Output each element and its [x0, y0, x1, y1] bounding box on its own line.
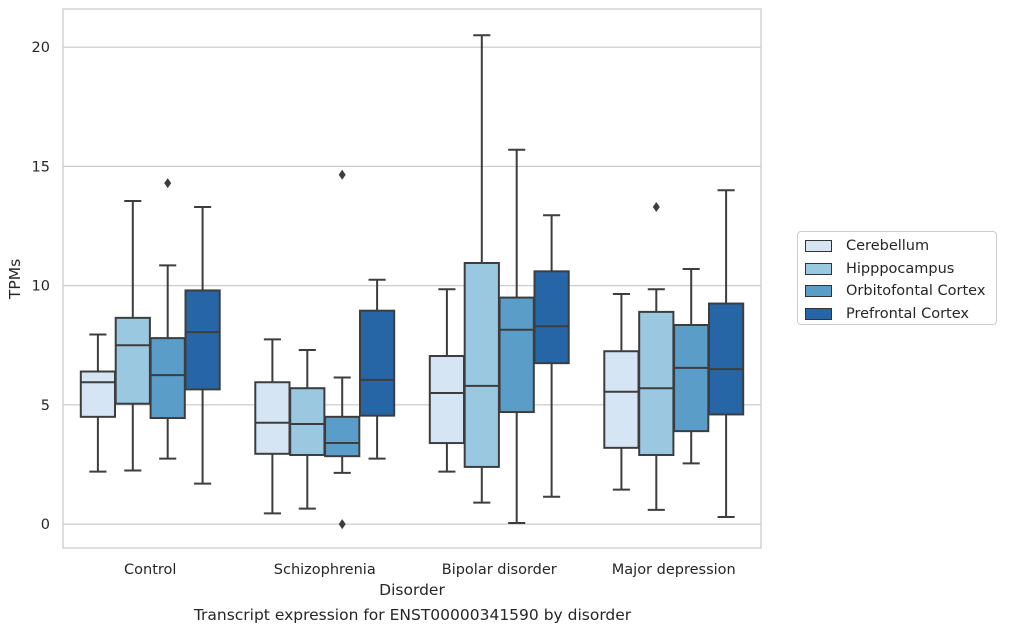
iqr-box [673, 324, 710, 433]
iqr-box [428, 355, 466, 445]
x-tick-label: Control [124, 562, 176, 578]
box-hipppocampus [114, 199, 151, 472]
box-hipppocampus [289, 349, 326, 510]
y-tick-label: 0 [41, 517, 50, 533]
outlier-point [338, 519, 346, 530]
x-tick-label: Bipolar disorder [442, 562, 557, 578]
iqr-box [324, 415, 361, 458]
outlier-point [652, 201, 660, 212]
y-tick-label: 5 [41, 398, 50, 414]
box-cerebellum [603, 293, 640, 491]
x-tick-label: Major depression [612, 562, 736, 578]
legend-swatch [805, 262, 832, 275]
legend-swatch [805, 308, 832, 321]
boxes-layer [79, 34, 745, 530]
legend-swatch [805, 285, 832, 298]
box-hipppocampus [638, 288, 675, 511]
iqr-box [184, 289, 221, 391]
iqr-box [498, 296, 535, 414]
box-prefrontal-cortex [358, 278, 396, 460]
box-orbitofontal-cortex [498, 148, 535, 524]
box-cerebellum [79, 333, 117, 473]
legend-item: Cerebellum [805, 235, 996, 258]
x-axis-label: Disorder [379, 581, 445, 599]
legend-label: Hipppocampus [846, 260, 955, 277]
box-prefrontal-cortex [533, 214, 570, 498]
outlier-point [338, 169, 346, 180]
y-tick-label: 15 [32, 159, 50, 175]
box-cerebellum [254, 338, 291, 515]
iqr-box [254, 381, 291, 455]
iqr-box [289, 387, 326, 456]
y-axis-label: TPMs [6, 259, 24, 300]
box-orbitofontal-cortex [149, 178, 186, 460]
y-tick-labels: 0 5 10 15 20 [32, 40, 50, 533]
x-tick-labels: Control Schizophrenia Bipolar disorder Majo… [124, 562, 736, 578]
box-prefrontal-cortex [184, 205, 221, 485]
legend-item: Hipppocampus [805, 258, 996, 281]
legend-item: Prefrontal Cortex [805, 303, 996, 326]
legend: Cerebellum Hipppocampus Orbitofontal Corte… [797, 231, 997, 325]
box-cerebellum [428, 288, 466, 473]
box-hipppocampus [463, 34, 500, 504]
outlier-point [164, 178, 172, 189]
iqr-box [358, 309, 396, 417]
iqr-box [114, 316, 151, 405]
legend-item: Orbitofontal Cortex [805, 280, 996, 303]
y-tick-label: 10 [32, 279, 50, 295]
legend-label: Cerebellum [846, 238, 930, 255]
legend-label: Prefrontal Cortex [846, 306, 969, 323]
iqr-box [638, 310, 675, 456]
iqr-box [149, 337, 186, 420]
iqr-box [463, 261, 500, 468]
legend-swatch [805, 240, 832, 253]
box-orbitofontal-cortex [324, 169, 361, 530]
box-prefrontal-cortex [707, 189, 745, 518]
iqr-box [707, 302, 745, 416]
box-orbitofontal-cortex [673, 267, 710, 465]
legend-label: Orbitofontal Cortex [846, 283, 986, 300]
iqr-box [533, 270, 570, 365]
figure-caption: Transcript expression for ENST0000034159… [193, 606, 632, 624]
plot-frame [62, 8, 762, 549]
iqr-box [79, 370, 117, 418]
y-tick-label: 20 [32, 40, 50, 56]
x-tick-label: Schizophrenia [274, 562, 376, 578]
iqr-box [603, 350, 640, 449]
